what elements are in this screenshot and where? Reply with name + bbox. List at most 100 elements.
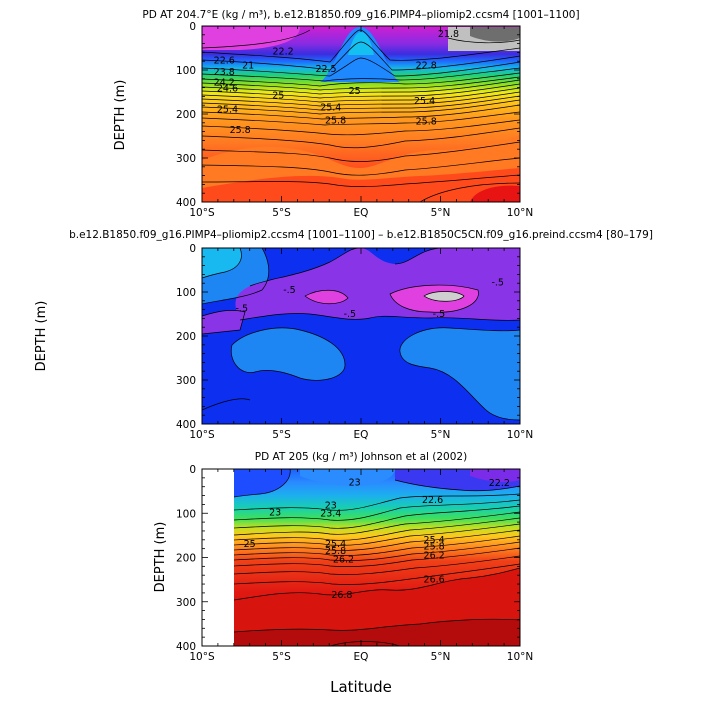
panel-3-title: PD AT 205 (kg / m³) Johnson et al (2002) [255,451,467,463]
panel-2-x-ticks: 10°S 5°S EQ 5°N 10°N [189,248,533,441]
contour-label: 23.8 [214,67,235,78]
y-tick-label: 300 [176,375,196,387]
contour-label: 24.2 [214,77,235,88]
panel-3-contours [234,469,520,646]
panel-2: b.e12.B1850.f09_g16.PIMP4–pliomip2.ccsm4… [34,229,653,441]
panel-3-xlabel: Latitude [330,678,392,696]
panel-2-contour-labels: -.5 -.5 -.5 -.5 -.5 [236,277,504,320]
contour-label: 22.5 [315,64,336,75]
panel-1-deep-red [202,168,520,202]
panel-3: PD AT 205 (kg / m³) Johnson et al (2002) [153,451,533,696]
y-tick-label: 400 [176,197,196,209]
x-tick-label: 5°S [272,429,291,441]
contour-label: 23.4 [320,508,341,519]
panel-2-lower-blob-left [231,327,345,381]
panel-2-contours [202,248,520,421]
panel-1-y-ticks: 0 100 200 300 400 [176,21,520,209]
contour-label: 24.6 [217,83,238,94]
panel-1-x-ticks: 10°S 5°S EQ 5°N 10°N [189,26,533,219]
panel-1-top-left-magenta [202,27,300,50]
contour-label: 22.8 [416,61,437,72]
x-tick-label: 10°S [189,429,215,441]
panel-1-top-right-dark [470,27,520,42]
contour-label: 26.2 [424,550,445,561]
contour-label: -.5 [236,304,249,315]
panel-2-lower-blob-right [399,327,520,420]
y-tick-label: 200 [176,553,196,565]
contour-label: 22.6 [422,495,443,506]
y-tick-label: 0 [189,243,196,255]
contour-label: 25.4 [424,535,445,546]
y-tick-label: 200 [176,109,196,121]
contour-label: 25.8 [325,116,346,127]
panel-3-surface-blue-left [234,469,291,497]
y-tick-label: 300 [176,153,196,165]
contour-label: 26.6 [424,575,445,586]
panel-2-title: b.e12.B1850.f09_g16.PIMP4–pliomip2.ccsm4… [69,229,653,241]
contour-label: -.5 [283,285,296,296]
panel-2-magenta-left [305,290,348,304]
contour-label: 22.6 [214,55,235,66]
contour-label: 23 [349,477,361,488]
x-tick-label: 5°N [431,429,451,441]
y-tick-label: 100 [176,508,196,520]
panel-3-ylabel: DEPTH (m) [153,522,168,593]
y-tick-label: 400 [176,419,196,431]
contour-label: 22.2 [489,478,510,489]
contour-label: 25 [272,91,284,102]
panel-1-equator-core [348,32,374,55]
contour-label: 25.8 [424,541,445,552]
y-tick-label: 0 [189,21,196,33]
panel-1-contours [202,29,520,202]
x-tick-label: 5°S [272,207,291,219]
panel-1: PD AT 204.7°E (kg / m³), b.e12.B1850.f09… [113,9,580,219]
contour-label: 26.8 [331,590,352,601]
contour-label: -.5 [433,309,446,320]
panel-1-ylabel: DEPTH (m) [113,80,128,151]
contour-label: 23 [325,500,337,511]
panel-2-ylabel: DEPTH (m) [34,301,49,372]
x-tick-label: 5°N [431,207,451,219]
x-tick-label: 10°N [507,207,533,219]
contour-label: 25.4 [320,102,341,113]
contour-label: 25.4 [325,539,346,550]
contour-label: 21 [242,61,254,72]
panel-3-y-ticks: 0 100 200 300 400 [176,464,520,653]
contour-label: 26.2 [333,555,354,566]
panel-3-x-ticks: 10°S 5°S EQ 5°N 10°N [189,469,533,663]
contour-label: 25 [244,539,256,550]
contour-label: 25 [349,86,361,97]
contour-label: 25.8 [416,116,437,127]
contour-label: 25.4 [414,96,435,107]
contour-label: 25.4 [217,105,238,116]
contour-label: 22.2 [273,47,294,58]
y-tick-label: 100 [176,287,196,299]
panel-3-deepest-red [234,619,520,646]
x-tick-label: EQ [354,207,369,219]
panel-3-surface-lightblue [300,469,395,486]
contour-label: 25.8 [230,125,251,136]
x-tick-label: 10°S [189,651,215,663]
panel-2-gray-patch [424,291,464,302]
y-tick-label: 0 [189,464,196,476]
x-tick-label: 10°N [507,429,533,441]
y-tick-label: 400 [176,641,196,653]
contour-label: -.5 [344,309,357,320]
y-tick-label: 200 [176,331,196,343]
y-tick-label: 100 [176,65,196,77]
panel-1-deepest-red [470,185,520,202]
panel-2-top-left-cyan [202,248,242,278]
contour-label: 23 [269,507,281,518]
x-tick-label: 10°N [507,651,533,663]
y-tick-label: 300 [176,597,196,609]
x-tick-label: 5°N [431,651,451,663]
panel-1-title: PD AT 204.7°E (kg / m³), b.e12.B1850.f09… [142,9,579,21]
x-tick-label: 10°S [189,207,215,219]
panel-2-y-ticks: 0 100 200 300 400 [176,243,520,431]
contour-label: -.5 [491,277,504,288]
contour-label: 25.8 [325,546,346,557]
panel-1-contour-labels: 21.8 22.2 22.6 21 23.824.224.6 25 25.4 25.8 22.5… [214,29,459,136]
x-tick-label: EQ [354,429,369,441]
x-tick-label: 5°S [272,651,291,663]
